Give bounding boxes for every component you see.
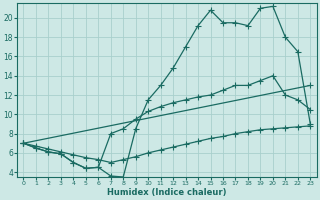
X-axis label: Humidex (Indice chaleur): Humidex (Indice chaleur) (107, 188, 227, 197)
